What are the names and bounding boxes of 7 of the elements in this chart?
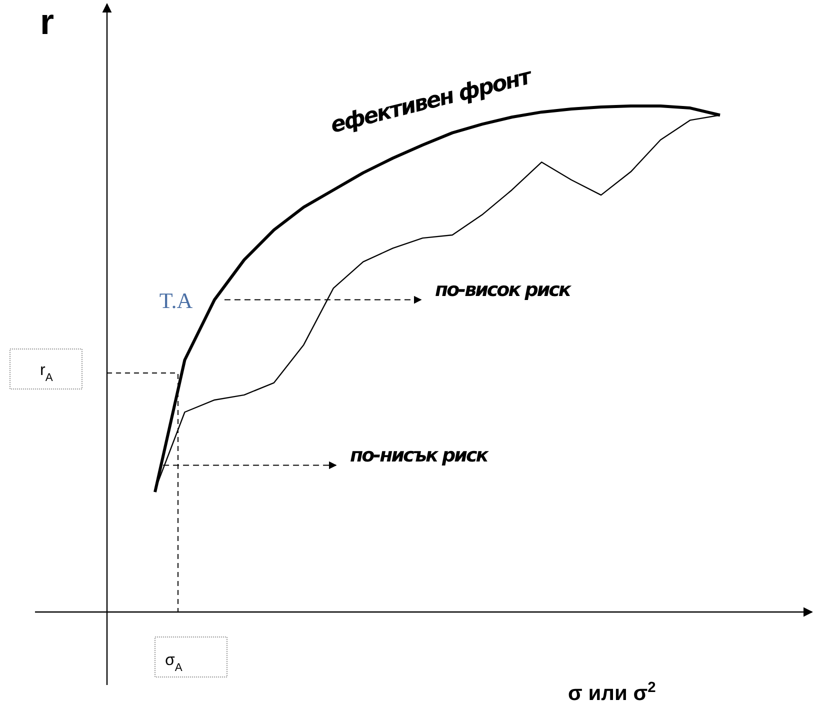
text: σ$_{A}$ bbox=[165, 652, 183, 674]
y-axis-title: r bbox=[40, 1, 54, 42]
annotation: по-висок риск bbox=[435, 278, 572, 301]
text: r$_{A}$ bbox=[40, 362, 54, 384]
annotation: по-нисък риск bbox=[350, 444, 490, 466]
x-axis-title: σ или σ$^{2}$ bbox=[568, 680, 656, 705]
annotation: T.A bbox=[159, 288, 193, 313]
